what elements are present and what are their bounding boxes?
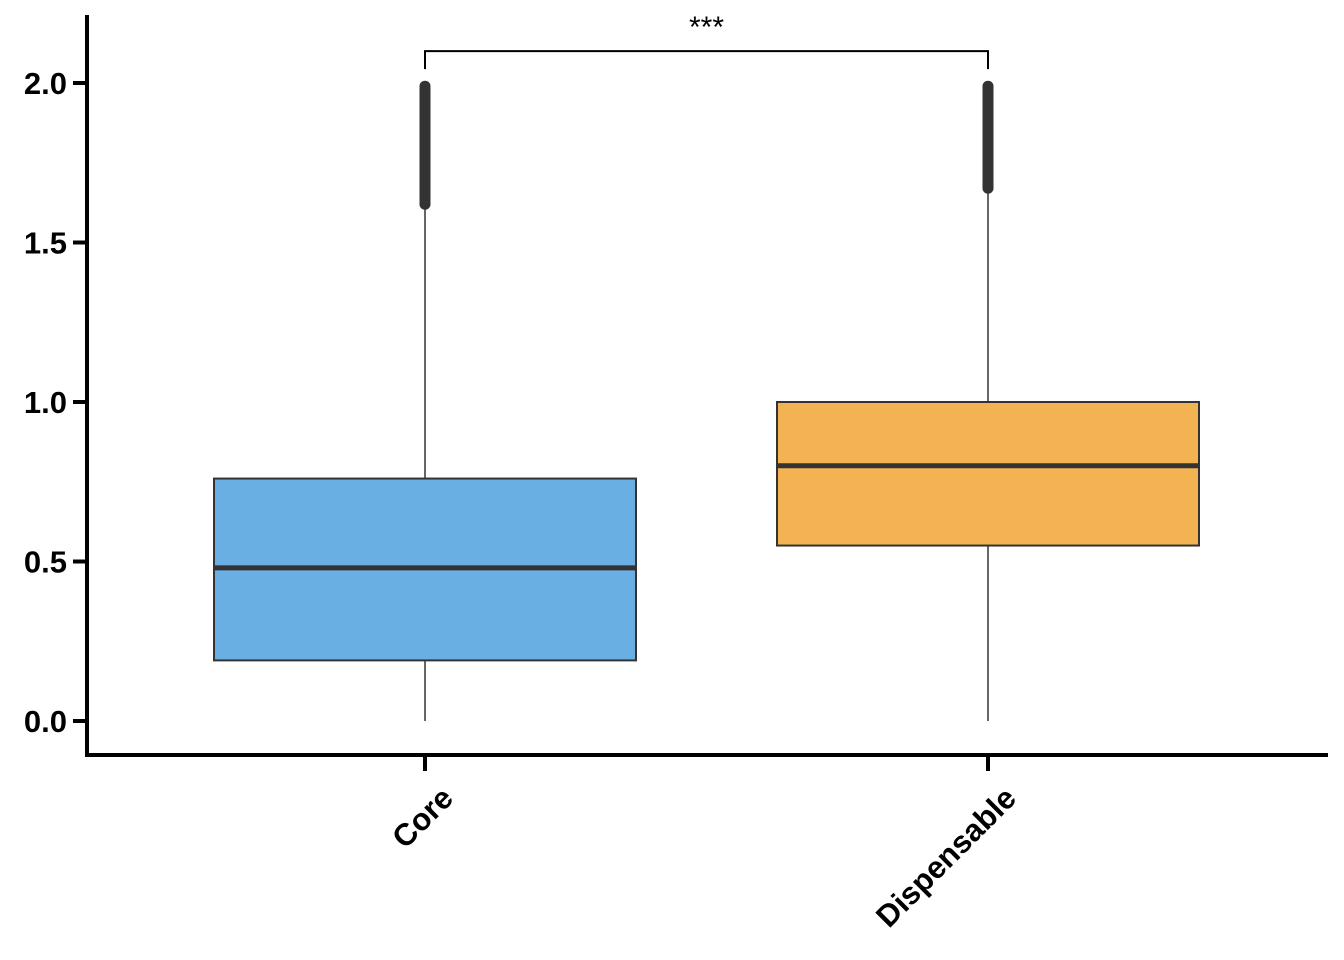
y-tick-label: 1.0 [24,385,67,420]
interquartile-box [776,401,1200,547]
y-tick-label: 0.5 [24,545,67,580]
x-axis-ticks: Core Dispensable [385,755,1023,934]
y-axis-ticks: 0.0 0.5 1.0 1.5 2.0 [24,66,87,739]
significance-annotation: *** [424,11,989,70]
box-dispensable [776,80,1200,721]
y-tick-label: 2.0 [24,66,67,101]
box-core [213,80,637,721]
x-category-label-dispensable: Dispensable [869,780,1023,934]
y-tick-label: 0.0 [24,704,67,739]
plot-area: 0.0 0.5 1.0 1.5 2.0 Core Dispensable *** [24,11,1328,934]
boxes-group [213,80,1200,721]
significance-label: *** [689,11,724,44]
y-tick-label: 1.5 [24,226,67,261]
significance-bracket [424,50,989,70]
x-category-label-core: Core [385,780,460,855]
